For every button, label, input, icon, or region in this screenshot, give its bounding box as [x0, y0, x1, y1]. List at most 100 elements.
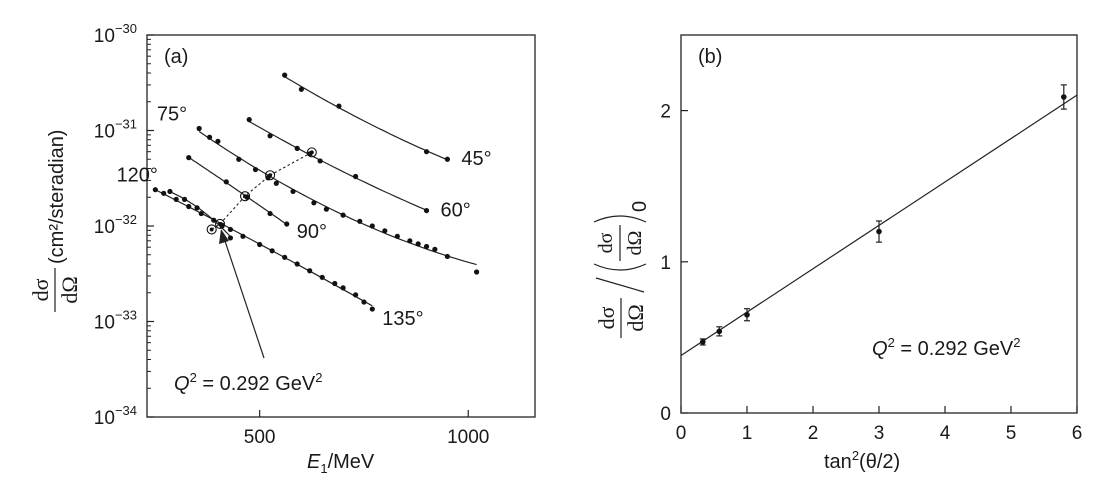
data-point	[353, 292, 359, 298]
panel-b-y-axis-label: dσ dΩ dσ dΩ 0	[593, 201, 651, 338]
data-point	[181, 196, 188, 202]
panel-b-x-tick-label: 1	[742, 423, 753, 444]
panel-a-series-labels: 45° 60° 75° 90° 120° 135°	[117, 103, 492, 330]
data-point	[357, 218, 363, 224]
panel-b-x-tick-label: 2	[808, 423, 819, 444]
panel-b-y-tick-label: 0	[660, 404, 671, 425]
data-point	[361, 299, 367, 305]
data-point	[227, 226, 234, 233]
data-point	[161, 190, 167, 196]
data-point	[267, 133, 273, 139]
data-point	[336, 103, 342, 109]
data-point	[152, 187, 158, 193]
data-point	[284, 221, 290, 227]
data-point	[444, 253, 450, 260]
panel-b-x-axis-label: tan2(θ/2)	[824, 448, 900, 473]
y-label-denominator: dΩ	[57, 276, 82, 303]
data-point	[215, 138, 221, 144]
data-point	[340, 212, 346, 218]
data-point	[382, 228, 388, 234]
constant-q2-ring	[306, 147, 317, 158]
constant-q2-point	[268, 173, 273, 178]
panel-b-annotation: Q2 = 0.292 GeV2	[872, 335, 1020, 360]
data-point	[319, 274, 325, 280]
panel-b-y-tick-label: 1	[660, 253, 671, 274]
annotation-arrow-line	[223, 237, 265, 359]
data-point	[257, 241, 263, 248]
panel-a-x-axis-label: E1/MeV	[307, 451, 375, 476]
data-point	[744, 311, 750, 318]
data-point	[369, 223, 375, 229]
data-point	[206, 134, 213, 140]
panel-a-y-tick-label: 10−31	[94, 117, 137, 143]
panel-a-x-ticks: 500 1000	[244, 410, 489, 448]
data-point	[240, 233, 246, 239]
data-point	[173, 196, 179, 202]
y-label-b-subscript: 0	[629, 201, 651, 212]
panel-a-y-axis-label: dσ dΩ (cm²/steradian)	[28, 130, 82, 312]
data-point	[186, 155, 192, 161]
constant-q2-ring	[214, 218, 226, 230]
series-curve-45deg	[284, 76, 448, 161]
panel-b-x-ticks: 0 1 2 3 4 5 6	[676, 406, 1082, 444]
data-point	[273, 180, 279, 186]
y-label-b-inner-numerator: dσ	[595, 232, 617, 253]
panel-a-fit-curves	[155, 76, 477, 307]
data-point	[444, 156, 450, 162]
series-label: 120°	[117, 164, 158, 186]
panel-b-y-ticks: 0 1 2	[660, 102, 688, 425]
panel-a-y-tick-label: 10−33	[94, 308, 137, 334]
panel-a-label: (a)	[164, 46, 188, 68]
data-point	[317, 158, 323, 164]
series-label: 135°	[382, 308, 423, 330]
panel-a-x-tick-label: 1000	[447, 427, 489, 448]
panel-b-data-points	[699, 84, 1067, 346]
panel-a-y-tick-label: 10−32	[94, 212, 137, 238]
data-point	[394, 233, 400, 239]
constant-q2-ring	[239, 191, 251, 202]
data-point	[186, 203, 192, 210]
panel-b-x-tick-label: 3	[874, 423, 885, 444]
data-point	[716, 328, 723, 335]
constant-q2-point	[309, 150, 314, 155]
series-label: 45°	[461, 148, 491, 170]
y-label-numerator: dσ	[28, 278, 53, 301]
data-point	[227, 235, 234, 241]
series-curve-75deg	[198, 131, 477, 266]
constant-q2-ring	[265, 170, 276, 181]
data-point	[323, 206, 329, 212]
panel-a-x-tick-label: 500	[244, 427, 276, 448]
y-label-b-left-paren	[593, 263, 647, 271]
panel-a-data-points	[152, 72, 480, 312]
panel-a: 10−30 10−31 10−32 10−33 10−34 500 1000 45° 60°…	[28, 21, 536, 476]
series-curve-60deg	[248, 120, 427, 211]
y-label-b-right-paren	[593, 215, 647, 223]
y-label-b-slash	[595, 277, 645, 293]
annotation-arrow-head	[219, 229, 229, 244]
data-point	[211, 217, 217, 223]
data-point	[294, 261, 300, 267]
constant-q2-point	[243, 194, 248, 199]
panel-b: 0 1 2 0 1 2 3 4 5 6 (b) Q2 = 0.292 GeV2 tan2(θ/2…	[593, 34, 1082, 473]
panel-a-y-tick-label: 10−34	[94, 403, 137, 429]
data-point	[196, 125, 202, 132]
data-point	[423, 243, 430, 250]
panel-b-x-tick-label: 5	[1006, 423, 1017, 444]
data-point	[353, 173, 359, 180]
series-label: 60°	[441, 200, 471, 222]
series-label: 90°	[297, 221, 327, 243]
panel-a-annotation: Q2 = 0.292 GeV2	[174, 370, 322, 395]
series-label: 75°	[157, 103, 187, 125]
data-point	[282, 254, 288, 260]
y-label-b-numerator: dσ	[594, 306, 619, 329]
data-point	[432, 246, 438, 252]
panel-b-x-tick-label: 4	[940, 423, 951, 444]
data-point	[407, 238, 413, 244]
data-point	[252, 166, 259, 173]
data-point	[198, 210, 204, 217]
data-point	[369, 306, 375, 312]
data-point	[290, 188, 296, 195]
data-point	[423, 149, 430, 155]
data-point	[294, 145, 300, 151]
